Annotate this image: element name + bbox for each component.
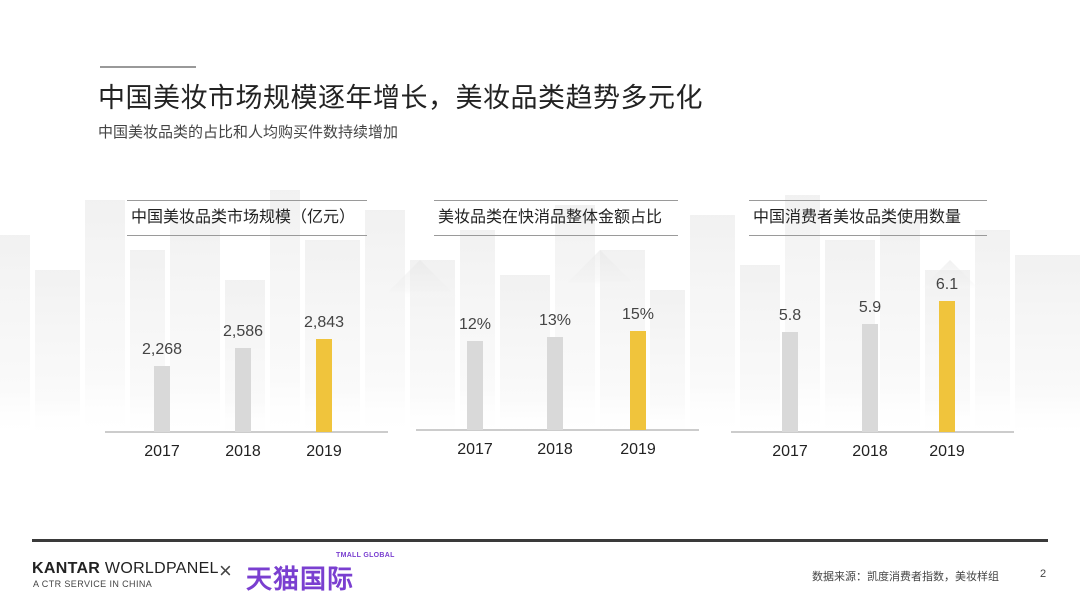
x-tick-label-2018: 2018 bbox=[537, 441, 573, 458]
value-label-2017: 2,268 bbox=[142, 341, 182, 358]
x-tick-label-2019: 2019 bbox=[306, 443, 342, 460]
chart-usage-count: 中国消费者美妆品类使用数量 5.8 2017 5.9 2018 6.1 2019 bbox=[731, 200, 1014, 470]
chart-title: 中国美妆品类市场规模（亿元） bbox=[127, 200, 367, 236]
value-label-2017: 12% bbox=[459, 316, 491, 333]
bar-2018 bbox=[235, 348, 251, 432]
value-label-2017: 5.8 bbox=[779, 307, 801, 324]
value-label-2018: 2,586 bbox=[223, 323, 263, 340]
chart-usage-count-svg: 5.8 2017 5.9 2018 6.1 2019 bbox=[731, 276, 1014, 460]
bar-2017 bbox=[467, 341, 483, 430]
x-tick-label-2019: 2019 bbox=[929, 443, 965, 460]
chart-market-size: 中国美妆品类市场规模（亿元） 2,268 2017 2,586 2018 2,843 20… bbox=[105, 200, 388, 470]
chart-market-size-svg: 2,268 2017 2,586 2018 2,843 2019 bbox=[105, 314, 388, 460]
bar-2018 bbox=[862, 324, 878, 432]
value-label-2018: 5.9 bbox=[859, 299, 881, 316]
title-accent-rule bbox=[100, 66, 196, 68]
page-subtitle: 中国美妆品类的占比和人均购买件数持续增加 bbox=[98, 124, 399, 141]
tmall-global-small: TMALL GLOBAL bbox=[336, 552, 395, 559]
bar-2019 bbox=[316, 339, 332, 432]
chart-fmcg-share: 美妆品类在快消品整体金额占比 12% 2017 13% 2018 15% 2019 bbox=[416, 200, 699, 470]
bar-2017 bbox=[154, 366, 170, 432]
chart-fmcg-share-svg: 12% 2017 13% 2018 15% 2019 bbox=[416, 306, 699, 458]
value-label-2019: 15% bbox=[622, 306, 654, 323]
footer-rule bbox=[32, 539, 1048, 542]
x-tick-label-2017: 2017 bbox=[144, 443, 180, 460]
brand-bold: KANTAR bbox=[32, 560, 101, 577]
data-source: 数据来源：凯度消费者指数，美妆样组 bbox=[812, 571, 999, 583]
bar-2019 bbox=[630, 331, 646, 430]
chart-title: 美妆品类在快消品整体金额占比 bbox=[434, 200, 678, 236]
chart-title: 中国消费者美妆品类使用数量 bbox=[749, 200, 987, 236]
times-icon: × bbox=[219, 558, 232, 583]
x-tick-label-2018: 2018 bbox=[852, 443, 888, 460]
x-tick-label-2017: 2017 bbox=[772, 443, 808, 460]
value-label-2019: 6.1 bbox=[936, 276, 958, 293]
kantar-logo: KANTAR WORLDPANEL bbox=[32, 560, 219, 578]
brand-subtitle: A CTR SERVICE IN CHINA bbox=[33, 579, 153, 589]
x-tick-label-2017: 2017 bbox=[457, 441, 493, 458]
brand-rest: WORLDPANEL bbox=[104, 560, 219, 577]
x-tick-label-2018: 2018 bbox=[225, 443, 261, 460]
bar-2019 bbox=[939, 301, 955, 432]
page-number: 2 bbox=[1040, 568, 1047, 580]
value-label-2018: 13% bbox=[539, 312, 571, 329]
bar-2017 bbox=[782, 332, 798, 432]
value-label-2019: 2,843 bbox=[304, 314, 344, 331]
skyline-background bbox=[0, 190, 1080, 440]
page-title: 中国美妆市场规模逐年增长，美妆品类趋势多元化 bbox=[98, 83, 703, 113]
bar-2018 bbox=[547, 337, 563, 430]
tmall-logo: 天猫国际 bbox=[246, 564, 355, 594]
x-tick-label-2019: 2019 bbox=[620, 441, 656, 458]
